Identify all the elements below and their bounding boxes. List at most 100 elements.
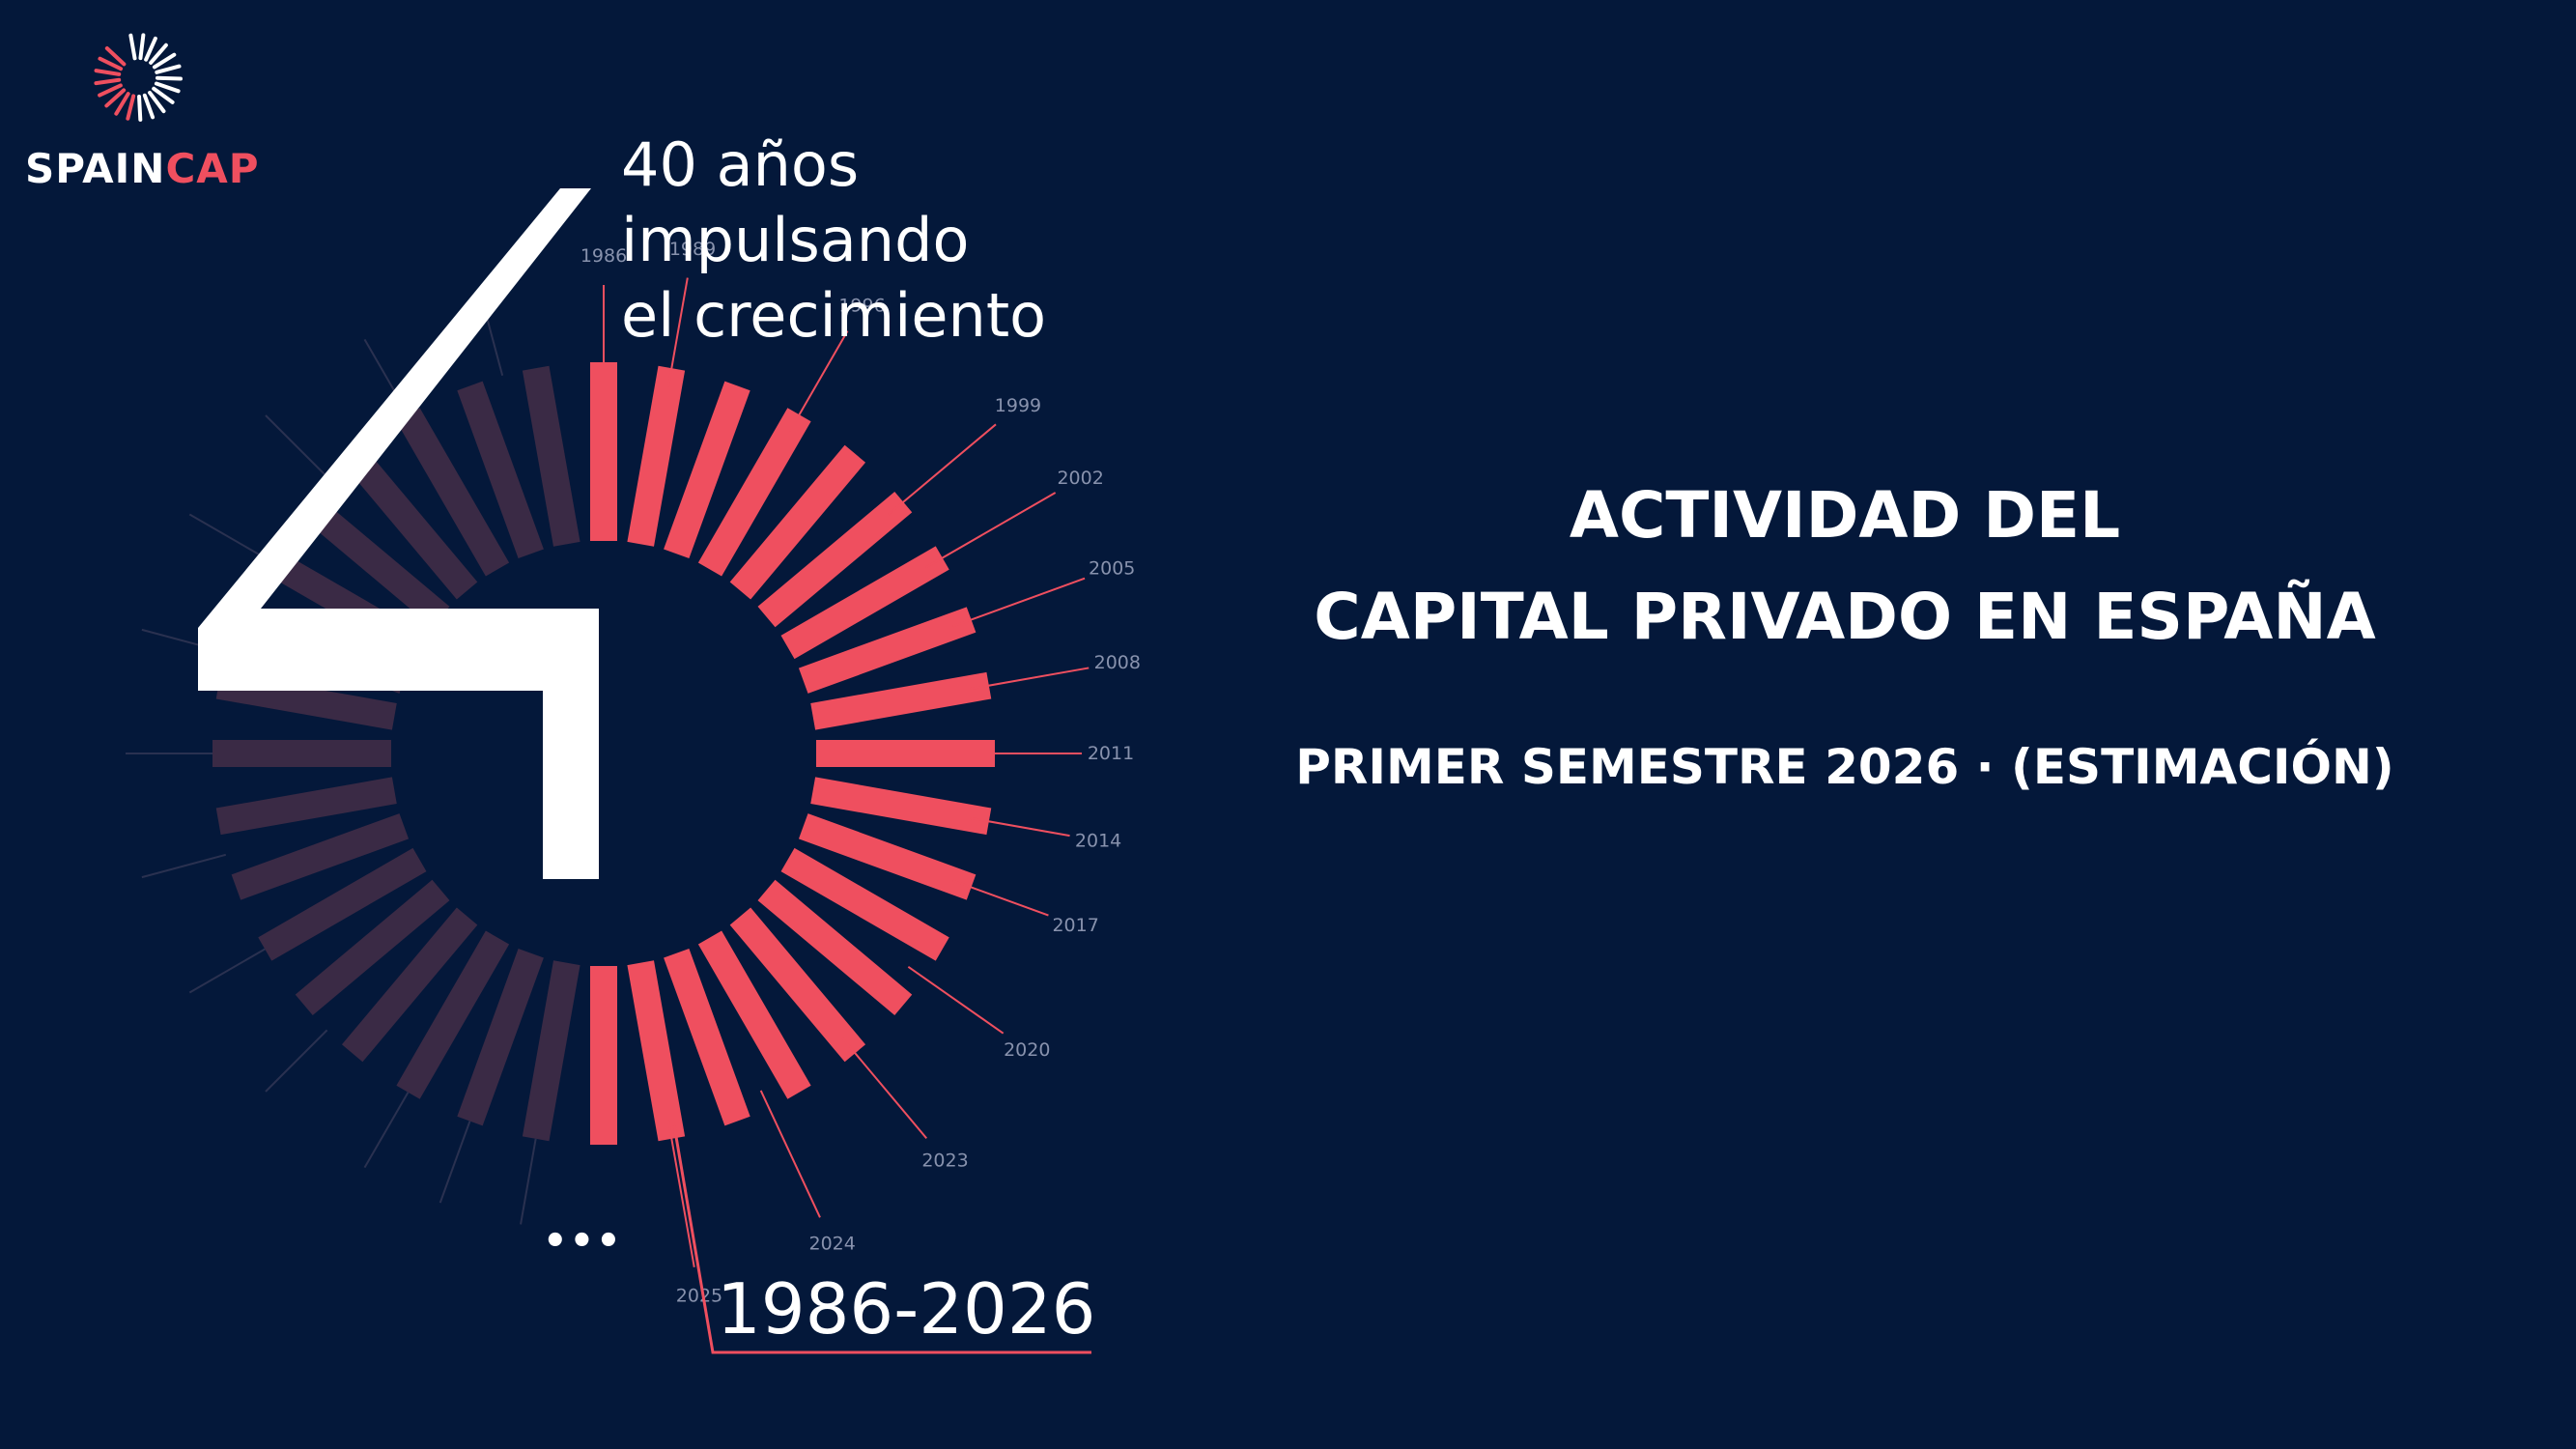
muted-bar — [522, 365, 580, 547]
highlight-bar — [627, 365, 686, 547]
muted-bar-shape — [341, 907, 478, 1063]
muted-bar-shape — [522, 365, 580, 547]
year-label: 1999 — [995, 395, 1041, 416]
year-leader-line — [888, 423, 997, 516]
logo-text-spain: SPAIN — [25, 145, 166, 192]
year-label: 1989 — [669, 239, 716, 260]
muted-bar — [212, 740, 391, 767]
highlight-bar — [664, 381, 750, 559]
highlight-bar-shape — [816, 740, 995, 767]
highlight-bar-shape — [798, 813, 977, 900]
highlight-bar — [627, 960, 686, 1142]
highlight-bar — [780, 847, 949, 961]
logo-swirl-stroke — [98, 56, 124, 71]
highlight-bar — [590, 362, 617, 541]
year-label: 2002 — [1057, 468, 1103, 489]
logo-swirl-stroke — [98, 83, 123, 98]
muted-bar-shape — [457, 381, 544, 559]
muted-leader-line — [188, 948, 266, 994]
logo-swirl-stroke — [152, 52, 177, 70]
highlight-bar-shape — [757, 491, 913, 628]
muted-leader-line — [265, 1029, 328, 1093]
highlight-bar-shape — [664, 381, 750, 559]
muted-leader-line — [363, 1092, 410, 1169]
highlight-bar-shape — [780, 847, 949, 961]
year-leader-line — [969, 667, 1090, 691]
muted-bar — [457, 381, 544, 559]
highlight-bar — [729, 907, 866, 1063]
year-leader-line — [952, 879, 1049, 917]
year-leader-line — [841, 1037, 928, 1139]
highlight-bar — [590, 966, 617, 1145]
logo-swirl-stroke — [104, 45, 127, 67]
muted-leader-line — [188, 513, 266, 559]
year-leader-line — [788, 330, 849, 433]
year-label: 2017 — [1052, 915, 1098, 936]
logo-swirl-stroke — [144, 36, 157, 62]
highlight-bars — [590, 362, 995, 1145]
muted-bar — [341, 907, 478, 1063]
highlight-bar-shape — [627, 960, 686, 1142]
muted-bar-shape — [522, 960, 580, 1142]
spaincap-logo-icon — [94, 33, 183, 122]
muted-leader-line — [265, 414, 328, 478]
logo-wordmark: SPAINCAP — [25, 145, 260, 192]
year-range: 1986-2026 — [717, 1268, 1096, 1350]
year-leader-line — [666, 1119, 695, 1267]
year-label: 2024 — [808, 1234, 855, 1255]
tagline-line-3: el crecimiento — [621, 280, 1047, 351]
highlight-bar — [757, 491, 913, 628]
muted-bar — [522, 960, 580, 1142]
highlight-bar — [810, 671, 992, 730]
muted-bar-shape — [295, 491, 450, 628]
muted-leader-line — [520, 1138, 537, 1225]
year-label: 2023 — [921, 1150, 968, 1171]
logo-swirl-stroke — [154, 81, 181, 94]
muted-bar — [258, 847, 427, 961]
year-label: 2005 — [1089, 557, 1135, 579]
year-label: 1996 — [838, 296, 885, 317]
muted-bar-shape — [212, 740, 391, 767]
muted-bar-shape — [457, 948, 544, 1126]
logo-swirl-stroke — [104, 88, 127, 108]
numeral-four — [198, 188, 599, 879]
highlight-bar — [664, 948, 750, 1126]
title-line-2: CAPITAL PRIVADO EN ESPAÑA — [1314, 580, 2376, 654]
logo-swirl-stroke — [137, 94, 143, 122]
logo-swirl-stroke — [94, 77, 122, 86]
highlight-bar — [798, 813, 977, 900]
highlight-bar — [798, 607, 977, 694]
muted-bar — [457, 948, 544, 1126]
logo-swirl-stroke — [149, 43, 168, 65]
highlight-bar — [697, 930, 811, 1099]
logo-swirl-stroke — [155, 64, 182, 74]
logo-swirl-stroke — [114, 92, 130, 116]
ellipsis: ••• — [543, 1219, 623, 1264]
year-label: 2011 — [1088, 743, 1134, 764]
muted-bar — [295, 879, 450, 1016]
muted-bar-shape — [396, 930, 510, 1099]
muted-bar — [396, 930, 510, 1099]
muted-bar — [215, 777, 397, 836]
logo-swirl-stroke — [155, 75, 183, 81]
highlight-bar-shape — [729, 444, 866, 600]
muted-bar — [341, 444, 478, 600]
year-leader-line — [952, 577, 1086, 628]
logo-swirl-stroke — [94, 69, 122, 76]
highlight-bar — [780, 546, 949, 660]
highlight-bar — [729, 444, 866, 600]
muted-leader-line — [141, 853, 227, 879]
highlight-bar-shape — [780, 546, 949, 660]
highlight-bar — [757, 879, 913, 1016]
highlight-bar-shape — [697, 408, 811, 577]
highlight-bar — [697, 408, 811, 577]
highlight-bar-shape — [810, 671, 992, 730]
muted-bar-shape — [215, 777, 397, 836]
muted-bar — [295, 491, 450, 628]
highlight-bar-shape — [810, 777, 992, 836]
year-leader-line — [924, 492, 1057, 569]
muted-bar-shape — [231, 813, 410, 900]
highlight-bar — [810, 777, 992, 836]
highlight-bar-shape — [729, 907, 866, 1063]
year-labels: 1986 1989 1996 1999 2002 2005 2008 2011 2014 2017… — [580, 239, 1141, 1306]
